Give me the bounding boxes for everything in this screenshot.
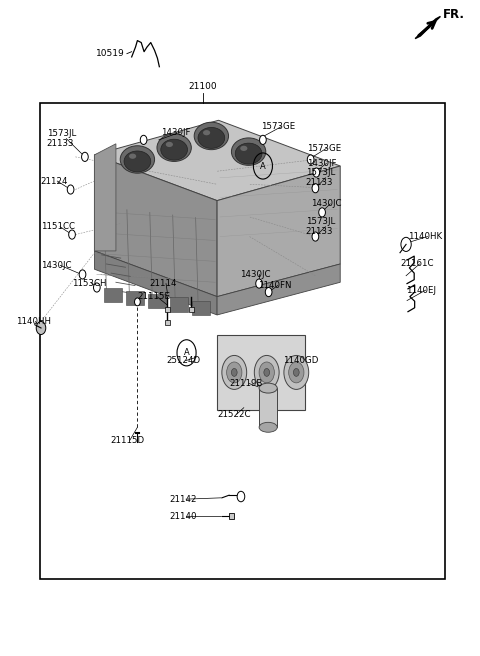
Circle shape <box>319 208 325 217</box>
Text: 1140GD: 1140GD <box>283 356 318 365</box>
Circle shape <box>313 168 320 177</box>
Bar <box>217 335 305 409</box>
Circle shape <box>227 362 242 383</box>
Ellipse shape <box>166 142 173 147</box>
Ellipse shape <box>157 134 192 161</box>
Circle shape <box>265 287 272 297</box>
Polygon shape <box>95 144 116 251</box>
Circle shape <box>260 135 266 144</box>
Ellipse shape <box>240 146 247 151</box>
Text: FR.: FR. <box>443 8 465 21</box>
Polygon shape <box>95 155 217 297</box>
Circle shape <box>237 491 245 502</box>
Circle shape <box>312 232 319 241</box>
Ellipse shape <box>129 154 136 159</box>
Text: 21142: 21142 <box>169 495 197 504</box>
Circle shape <box>284 356 309 390</box>
Bar <box>229 513 234 520</box>
Text: 1151CC: 1151CC <box>40 222 74 232</box>
Circle shape <box>401 237 411 251</box>
Text: 21522C: 21522C <box>217 410 251 419</box>
Text: A: A <box>260 161 266 171</box>
Text: 21119B: 21119B <box>229 379 263 388</box>
Bar <box>165 307 170 312</box>
Text: 21124: 21124 <box>40 176 68 186</box>
Ellipse shape <box>259 383 277 393</box>
Text: 1153CH: 1153CH <box>72 279 107 288</box>
Circle shape <box>259 362 275 383</box>
Circle shape <box>293 369 299 377</box>
Text: 21115E: 21115E <box>137 292 170 301</box>
Bar <box>189 307 194 312</box>
Circle shape <box>94 283 100 292</box>
Text: 1140FN: 1140FN <box>258 281 292 290</box>
Text: 1573JL
21133: 1573JL 21133 <box>306 217 335 236</box>
Text: 21100: 21100 <box>189 82 217 91</box>
Text: 21140: 21140 <box>169 512 197 521</box>
Ellipse shape <box>235 143 262 164</box>
Ellipse shape <box>203 130 210 135</box>
Text: 1430JF: 1430JF <box>161 127 191 136</box>
FancyBboxPatch shape <box>126 291 144 305</box>
Ellipse shape <box>120 146 155 173</box>
FancyBboxPatch shape <box>192 300 210 315</box>
Circle shape <box>222 356 247 390</box>
Text: 25124D: 25124D <box>166 356 200 365</box>
Text: 1430JC: 1430JC <box>240 270 271 279</box>
FancyBboxPatch shape <box>170 297 188 312</box>
Text: 1140EJ: 1140EJ <box>406 285 436 295</box>
Text: 1573GE: 1573GE <box>307 144 341 153</box>
Circle shape <box>79 270 86 279</box>
Ellipse shape <box>161 139 188 160</box>
FancyBboxPatch shape <box>104 287 122 302</box>
Text: 21114: 21114 <box>149 279 177 288</box>
Text: 21115D: 21115D <box>110 436 144 445</box>
Text: 1430JF: 1430JF <box>307 159 336 168</box>
Ellipse shape <box>194 122 228 150</box>
Ellipse shape <box>124 151 151 172</box>
Circle shape <box>288 362 304 383</box>
Bar <box>165 320 170 325</box>
Circle shape <box>36 321 46 335</box>
Polygon shape <box>95 251 217 315</box>
Ellipse shape <box>198 127 225 148</box>
Text: 1573JL
21133: 1573JL 21133 <box>306 169 335 187</box>
Polygon shape <box>217 166 340 297</box>
Circle shape <box>254 356 279 390</box>
Text: 1140HK: 1140HK <box>408 232 442 241</box>
Text: 1140HH: 1140HH <box>16 317 51 326</box>
Text: 1430JC: 1430JC <box>40 261 71 270</box>
Text: 1573GE: 1573GE <box>262 122 296 131</box>
Circle shape <box>140 135 147 144</box>
Circle shape <box>307 155 314 164</box>
Polygon shape <box>415 16 441 39</box>
Circle shape <box>67 185 74 194</box>
Circle shape <box>264 369 270 377</box>
Circle shape <box>256 279 263 288</box>
Bar <box>259 388 277 427</box>
Ellipse shape <box>231 138 266 165</box>
FancyBboxPatch shape <box>148 294 166 308</box>
Text: A: A <box>184 348 190 358</box>
Bar <box>39 102 445 579</box>
Text: 1573JL
21133: 1573JL 21133 <box>47 129 76 148</box>
Polygon shape <box>95 120 340 201</box>
Text: 1430JC: 1430JC <box>311 199 341 209</box>
Polygon shape <box>217 264 340 315</box>
Circle shape <box>134 298 140 306</box>
Text: 21161C: 21161C <box>400 260 433 268</box>
Circle shape <box>69 230 75 239</box>
Circle shape <box>82 152 88 161</box>
Text: 10519: 10519 <box>96 49 124 58</box>
Ellipse shape <box>259 422 277 432</box>
Circle shape <box>231 369 237 377</box>
Circle shape <box>312 184 319 193</box>
